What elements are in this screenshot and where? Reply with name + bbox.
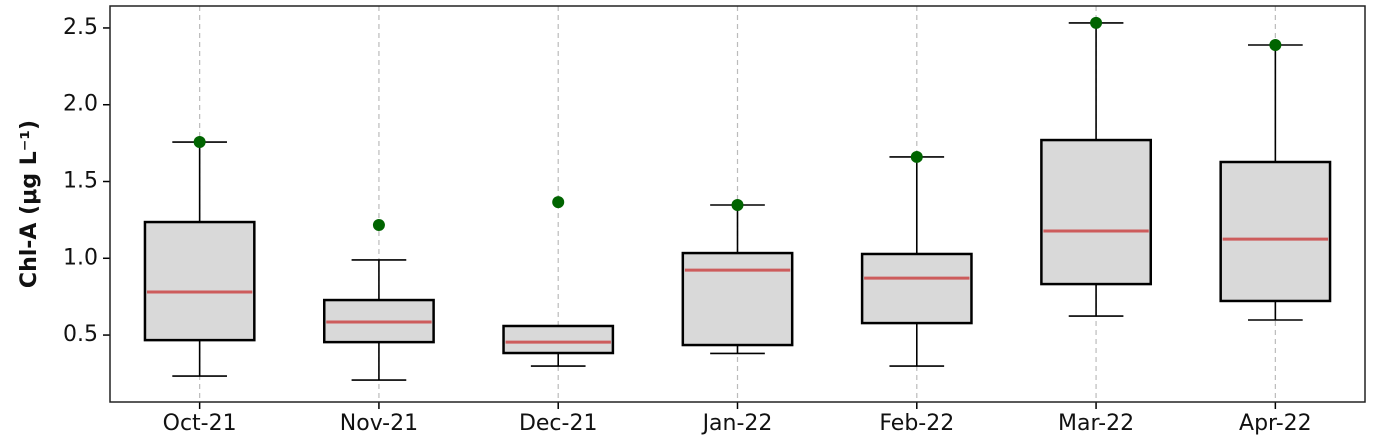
y-tick-label: 1.0: [63, 245, 98, 270]
y-tick-label: 0.5: [63, 322, 98, 347]
x-tick-label: Apr-22: [1239, 411, 1312, 436]
outlier: [1269, 39, 1282, 52]
box: [681, 251, 794, 347]
plot-frame: [109, 5, 1366, 403]
x-tick-label: Mar-22: [1058, 411, 1134, 436]
y-tick-label: 2.0: [63, 92, 98, 117]
outlier: [1090, 16, 1103, 29]
x-tick-label: Nov-21: [340, 411, 418, 436]
x-tick-label: Oct-21: [163, 411, 237, 436]
x-tick-label: Feb-22: [879, 411, 954, 436]
outlier: [552, 196, 565, 209]
x-tick-label: Dec-21: [519, 411, 598, 436]
outlier: [731, 198, 744, 211]
box: [502, 324, 615, 355]
x-tick-label: Jan-22: [701, 411, 773, 436]
box: [860, 252, 973, 325]
y-tick-label: 2.5: [63, 15, 98, 40]
box: [1040, 138, 1153, 286]
box: [143, 220, 256, 342]
box: [1219, 160, 1332, 303]
outlier: [193, 136, 206, 149]
y-axis-label: Chl-A (μg L⁻¹): [17, 120, 42, 288]
outlier: [372, 218, 385, 231]
y-tick-label: 1.5: [63, 169, 98, 194]
outlier: [910, 150, 923, 163]
